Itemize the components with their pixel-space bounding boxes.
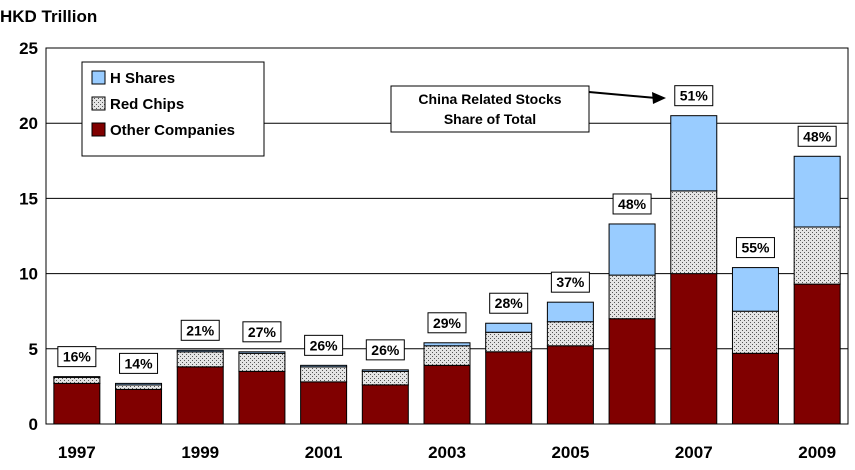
bar-h-shares — [176, 349, 224, 353]
share-label-box — [242, 321, 282, 343]
share-label-box — [57, 346, 97, 368]
bar-other-companies — [423, 364, 471, 425]
bar-other-companies — [608, 318, 656, 425]
bar-h-shares — [793, 155, 841, 228]
legend-box — [81, 61, 265, 157]
share-label-box — [797, 125, 837, 147]
bar-red-chips — [793, 226, 841, 285]
share-label: 51% — [680, 88, 709, 104]
x-tick-label: 2001 — [305, 443, 343, 462]
y-axis-unit-label: HKD Trillion — [0, 7, 97, 26]
bar-h-shares — [608, 223, 656, 276]
share-label: 14% — [125, 355, 154, 371]
bar-h-shares — [53, 376, 101, 378]
annotation-line-2: Share of Total — [444, 111, 536, 127]
share-label-box — [550, 271, 590, 293]
bar-h-shares — [238, 351, 286, 354]
bar-red-chips — [670, 190, 718, 275]
y-tick-label: 0 — [29, 415, 38, 434]
share-label-box — [674, 85, 714, 107]
bar-red-chips — [608, 274, 656, 320]
bar-h-shares — [361, 369, 409, 372]
share-label: 16% — [63, 349, 92, 365]
bar-red-chips — [238, 352, 286, 372]
bar-red-chips — [53, 376, 101, 384]
annotation-box — [390, 85, 590, 133]
bar-other-companies — [485, 351, 533, 425]
x-tick-label: 1997 — [58, 443, 96, 462]
share-label: 21% — [186, 322, 215, 338]
bar-red-chips — [176, 351, 224, 368]
y-tick-label: 20 — [19, 114, 38, 133]
share-label-box — [365, 339, 405, 361]
legend-swatch — [91, 122, 106, 137]
bar-h-shares — [115, 382, 163, 386]
legend-entry: Other Companies — [110, 122, 235, 139]
x-tick-label: 2005 — [551, 443, 589, 462]
share-label: 37% — [556, 274, 585, 290]
share-label: 26% — [310, 337, 339, 353]
x-tick-label: 2003 — [428, 443, 466, 462]
bar-h-shares — [423, 342, 471, 347]
annotation-arrow-head — [652, 92, 666, 104]
bar-h-shares — [485, 322, 533, 333]
x-tick-label: 2009 — [798, 443, 836, 462]
bar-other-companies — [670, 273, 718, 425]
legend-entry: Red Chips — [110, 96, 184, 113]
share-label-box — [735, 237, 775, 259]
bar-red-chips — [423, 345, 471, 366]
legend-swatch — [91, 70, 106, 85]
share-label: 28% — [495, 295, 524, 311]
bar-other-companies — [238, 370, 286, 425]
bar-h-shares — [300, 364, 348, 368]
share-label: 48% — [803, 128, 832, 144]
bar-other-companies — [546, 345, 594, 425]
bar-other-companies — [176, 366, 224, 425]
share-label: 26% — [371, 342, 400, 358]
share-label: 55% — [741, 240, 770, 256]
share-label: 29% — [433, 315, 462, 331]
bar-other-companies — [731, 352, 779, 425]
x-tick-label: 2007 — [675, 443, 713, 462]
share-label-box — [489, 292, 529, 314]
bar-other-companies — [793, 283, 841, 425]
bar-red-chips — [485, 331, 533, 353]
y-tick-label: 25 — [19, 39, 38, 58]
bar-h-shares — [670, 115, 718, 192]
share-label-box — [119, 352, 159, 374]
annotation-arrow-line — [588, 91, 657, 99]
share-label-box — [612, 193, 652, 215]
share-label: 48% — [618, 196, 647, 212]
bar-red-chips — [300, 366, 348, 383]
share-label-box — [180, 319, 220, 341]
bar-h-shares — [731, 267, 779, 312]
bar-other-companies — [53, 382, 101, 425]
bar-h-shares — [546, 301, 594, 323]
legend-entry: H Shares — [110, 70, 175, 87]
bar-other-companies — [300, 381, 348, 425]
bar-red-chips — [731, 310, 779, 354]
bar-red-chips — [546, 321, 594, 347]
bar-red-chips — [115, 384, 163, 390]
bar-red-chips — [361, 370, 409, 386]
annotation-line-1: China Related Stocks — [418, 91, 561, 107]
share-label: 27% — [248, 324, 277, 340]
bar-other-companies — [361, 384, 409, 425]
share-label-box — [427, 312, 467, 334]
legend-swatch — [91, 96, 106, 111]
bar-other-companies — [115, 388, 163, 425]
y-tick-label: 15 — [19, 189, 38, 208]
x-tick-label: 1999 — [181, 443, 219, 462]
y-tick-label: 10 — [19, 265, 38, 284]
y-tick-label: 5 — [29, 340, 38, 359]
share-label-box — [304, 334, 344, 356]
